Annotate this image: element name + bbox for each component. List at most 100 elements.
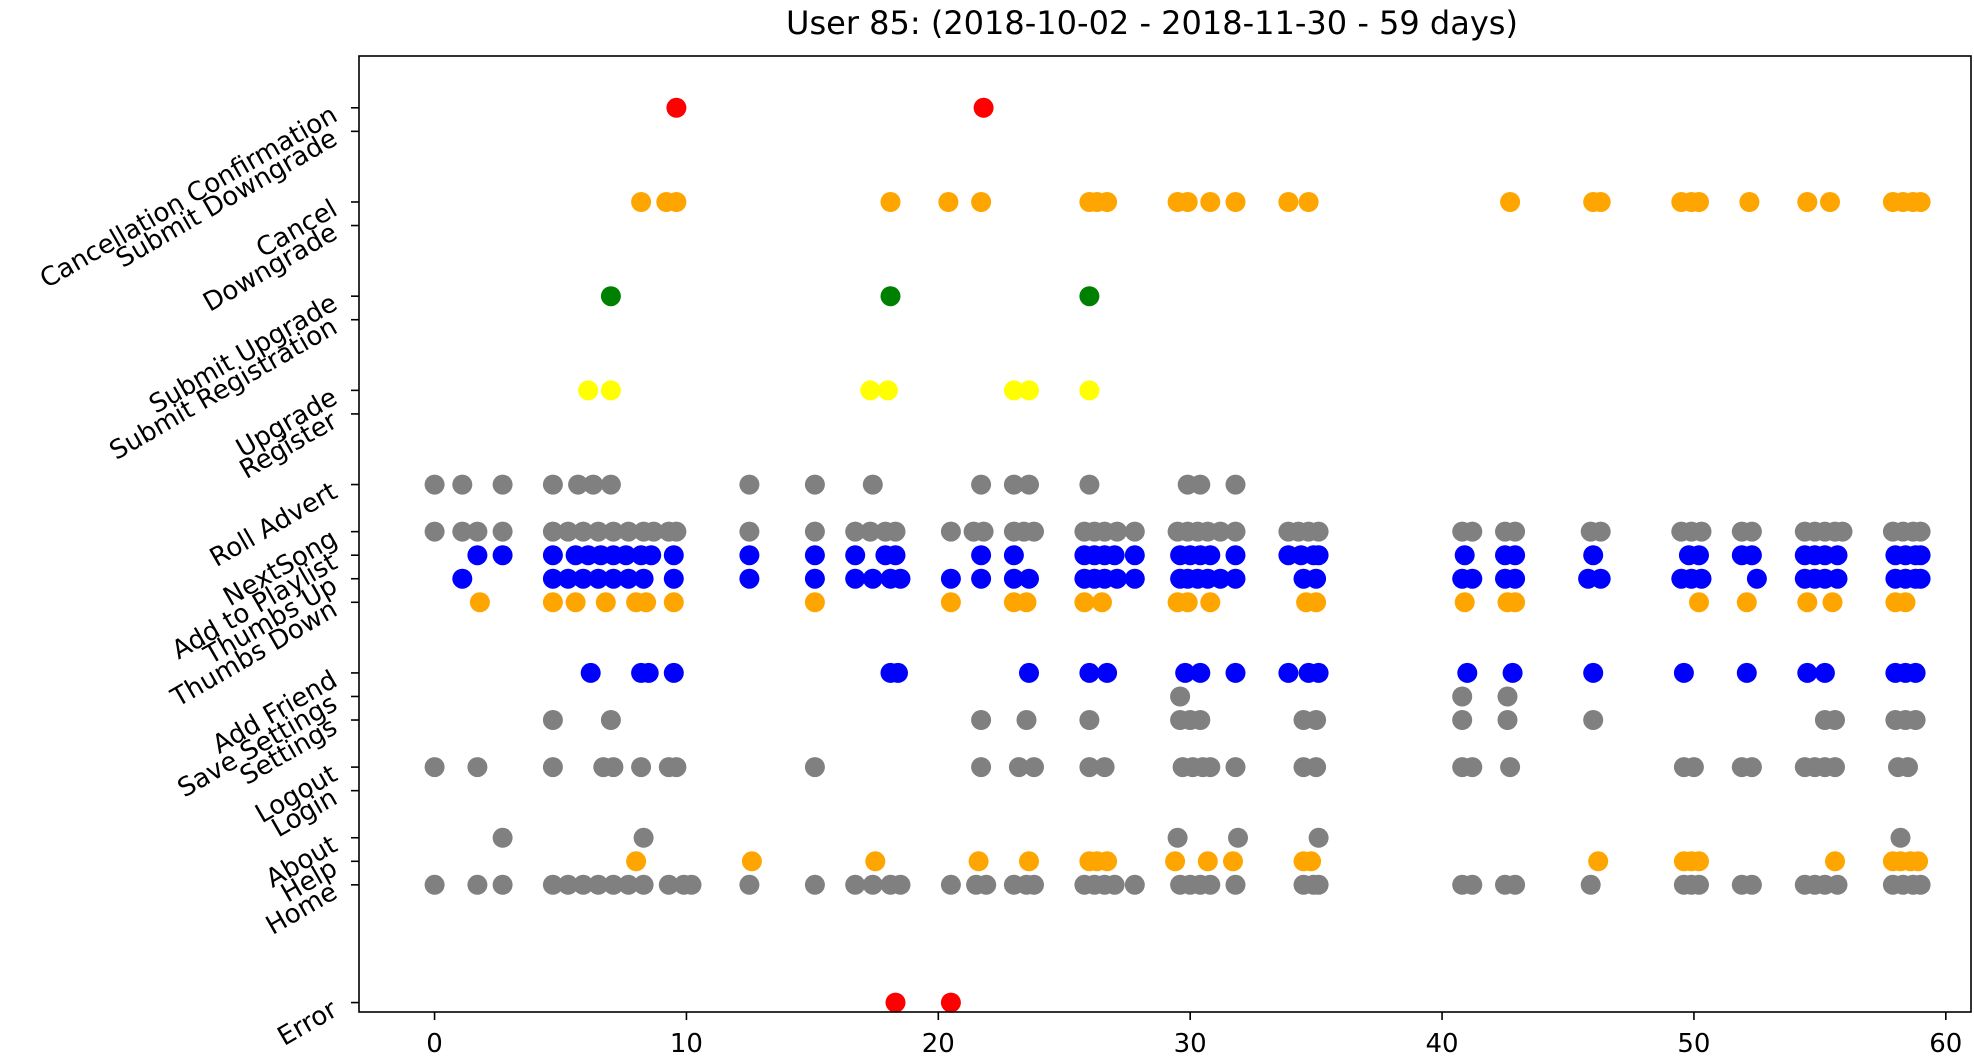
data-point bbox=[1200, 192, 1221, 212]
data-point bbox=[1016, 592, 1037, 613]
data-point bbox=[1019, 662, 1039, 683]
data-point bbox=[968, 851, 989, 872]
data-point bbox=[542, 545, 563, 566]
data-point bbox=[1457, 662, 1478, 683]
data-point bbox=[467, 874, 488, 895]
data-point bbox=[1797, 662, 1818, 683]
series-home bbox=[424, 874, 1931, 895]
data-point bbox=[568, 474, 589, 495]
data-point bbox=[1306, 568, 1327, 589]
data-point bbox=[1003, 545, 1024, 566]
data-point bbox=[1689, 192, 1709, 212]
data-point bbox=[1225, 474, 1246, 495]
data-point bbox=[976, 874, 997, 895]
series-error bbox=[885, 992, 961, 1013]
data-point bbox=[616, 545, 636, 566]
data-point bbox=[1200, 874, 1221, 895]
data-point bbox=[1590, 568, 1611, 589]
x-axis: 0 10 20 30 40 50 60 bbox=[426, 1012, 1962, 1059]
data-point bbox=[492, 474, 513, 495]
data-point bbox=[973, 97, 994, 118]
data-point bbox=[1190, 662, 1211, 683]
data-point bbox=[971, 710, 992, 730]
data-point bbox=[865, 851, 886, 872]
data-points bbox=[424, 97, 1931, 1013]
data-point bbox=[1741, 521, 1762, 542]
data-point bbox=[1689, 851, 1709, 872]
data-point bbox=[1500, 192, 1521, 212]
data-point bbox=[938, 192, 959, 212]
data-point bbox=[1079, 757, 1100, 778]
data-point bbox=[603, 521, 624, 542]
data-point bbox=[1097, 662, 1118, 683]
data-point bbox=[578, 380, 599, 401]
data-point bbox=[492, 521, 513, 542]
data-point bbox=[1505, 568, 1526, 589]
data-point bbox=[1024, 874, 1044, 895]
data-point bbox=[1210, 568, 1231, 589]
data-point bbox=[1107, 568, 1128, 589]
data-point bbox=[1124, 568, 1145, 589]
data-point bbox=[492, 545, 513, 566]
data-point bbox=[862, 568, 883, 589]
data-point bbox=[1301, 851, 1322, 872]
data-point bbox=[1223, 851, 1243, 872]
data-point bbox=[452, 568, 473, 589]
data-point bbox=[845, 521, 866, 542]
chart-title: User 85: (2018-10-02 - 2018-11-30 - 59 d… bbox=[786, 4, 1518, 42]
y-axis: ErrorHomeHelpAboutLoginLogoutSettingsSav… bbox=[35, 100, 359, 1052]
data-point bbox=[1590, 521, 1611, 542]
data-point bbox=[588, 521, 609, 542]
data-point bbox=[663, 568, 684, 589]
data-point bbox=[1910, 545, 1931, 566]
series-thumbs-up bbox=[452, 568, 1931, 589]
data-point bbox=[1827, 874, 1848, 895]
data-point bbox=[1019, 851, 1039, 872]
data-point bbox=[1079, 380, 1100, 401]
data-point bbox=[1124, 521, 1145, 542]
data-point bbox=[1454, 592, 1475, 613]
data-point bbox=[603, 568, 624, 589]
data-point bbox=[1278, 662, 1299, 683]
data-point bbox=[885, 992, 906, 1013]
data-point bbox=[1097, 851, 1118, 872]
data-point bbox=[1124, 545, 1145, 566]
data-point bbox=[558, 874, 579, 895]
x-tick-label: 30 bbox=[1174, 1029, 1207, 1059]
data-point bbox=[1905, 710, 1926, 730]
data-point bbox=[1797, 192, 1818, 212]
plot-frame bbox=[358, 55, 1972, 1013]
data-point bbox=[542, 710, 563, 730]
data-point bbox=[1736, 592, 1757, 613]
data-point bbox=[492, 827, 513, 848]
data-point bbox=[542, 474, 563, 495]
data-point bbox=[739, 521, 760, 542]
x-tick-label: 0 bbox=[426, 1029, 443, 1059]
series-settings bbox=[542, 710, 1926, 730]
data-point bbox=[862, 474, 883, 495]
data-point bbox=[1590, 192, 1611, 212]
data-point bbox=[971, 474, 992, 495]
data-point bbox=[804, 545, 825, 566]
data-point bbox=[1580, 874, 1601, 895]
data-point bbox=[845, 874, 866, 895]
data-point bbox=[1177, 592, 1198, 613]
data-point bbox=[1691, 521, 1712, 542]
data-point bbox=[1278, 192, 1299, 212]
data-point bbox=[1462, 874, 1483, 895]
data-point bbox=[618, 568, 639, 589]
data-point bbox=[1177, 192, 1198, 212]
data-point bbox=[1746, 568, 1767, 589]
series-save-settings bbox=[1170, 686, 1518, 707]
series-help bbox=[626, 851, 1929, 872]
data-point bbox=[1024, 757, 1044, 778]
data-point bbox=[1673, 662, 1694, 683]
data-point bbox=[877, 380, 898, 401]
data-point bbox=[636, 592, 657, 613]
data-point bbox=[1741, 757, 1762, 778]
data-point bbox=[1583, 710, 1604, 730]
data-point bbox=[1079, 662, 1100, 683]
data-point bbox=[1797, 592, 1818, 613]
data-point bbox=[1736, 662, 1757, 683]
data-point bbox=[804, 568, 825, 589]
